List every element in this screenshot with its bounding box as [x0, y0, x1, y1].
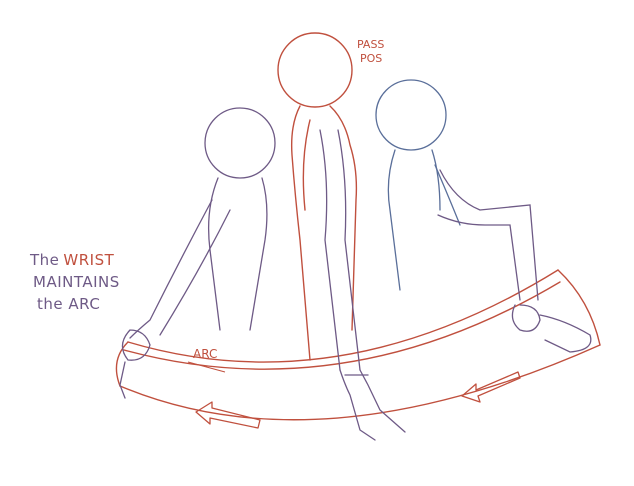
- arc-band-top-2: [123, 281, 561, 370]
- figure-right-arm: [437, 169, 592, 353]
- wrist-annotation: The WRIST MAINTAINS the ARC: [29, 251, 120, 313]
- arc-band: [115, 269, 601, 421]
- right-hand: [511, 304, 541, 332]
- figure-center-back: [290, 105, 311, 361]
- figure-center-arm: [319, 129, 406, 441]
- arc-band-bottom: [119, 344, 601, 421]
- figure-left: [119, 107, 276, 399]
- figure-center-back-2: [302, 119, 311, 211]
- figure-right-shoulder: [434, 164, 461, 226]
- center-hand-front: [359, 369, 406, 433]
- arc-band-right-end: [557, 269, 601, 346]
- arrow-right-shape: [461, 371, 521, 403]
- figure-center-head: [277, 32, 353, 108]
- figure-left-arm-inner: [159, 209, 231, 336]
- figure-left-front: [249, 177, 268, 331]
- pass-pos-annotation: PASS POS: [357, 38, 384, 65]
- pass-label-line2: POS: [360, 52, 382, 65]
- figure-right: [375, 79, 461, 291]
- figure-right-head: [375, 79, 447, 151]
- figure-left-head: [204, 107, 276, 179]
- figure-left-arm: [129, 199, 213, 339]
- arc-label-underline: [187, 361, 226, 373]
- figure-right-front: [431, 149, 441, 211]
- pass-label-line1: PASS: [357, 38, 384, 51]
- arc-band-left-end: [115, 341, 129, 387]
- arrow-right: [461, 371, 521, 403]
- figure-center-front: [329, 105, 358, 331]
- center-arm-back: [319, 129, 341, 371]
- figure-left-hand: [121, 329, 151, 361]
- center-arm-front: [337, 129, 361, 371]
- figure-right-back: [387, 149, 401, 291]
- arrow-left-shape: [195, 401, 261, 429]
- annotation-line1: The WRIST: [29, 251, 115, 269]
- right-arm-upper: [439, 169, 539, 301]
- annotation-line3: the ARC: [37, 295, 100, 313]
- annotation-line2: MAINTAINS: [33, 273, 120, 291]
- arrow-left: [195, 401, 261, 429]
- figure-left-back: [208, 177, 221, 331]
- figure-center: [277, 32, 358, 361]
- figure-left-wrist: [119, 361, 126, 399]
- arc-label: ARC: [193, 347, 217, 361]
- center-hand-back: [339, 369, 376, 441]
- right-arm-lower: [437, 214, 521, 301]
- arc-band-top: [127, 269, 559, 363]
- right-fingers: [539, 314, 592, 353]
